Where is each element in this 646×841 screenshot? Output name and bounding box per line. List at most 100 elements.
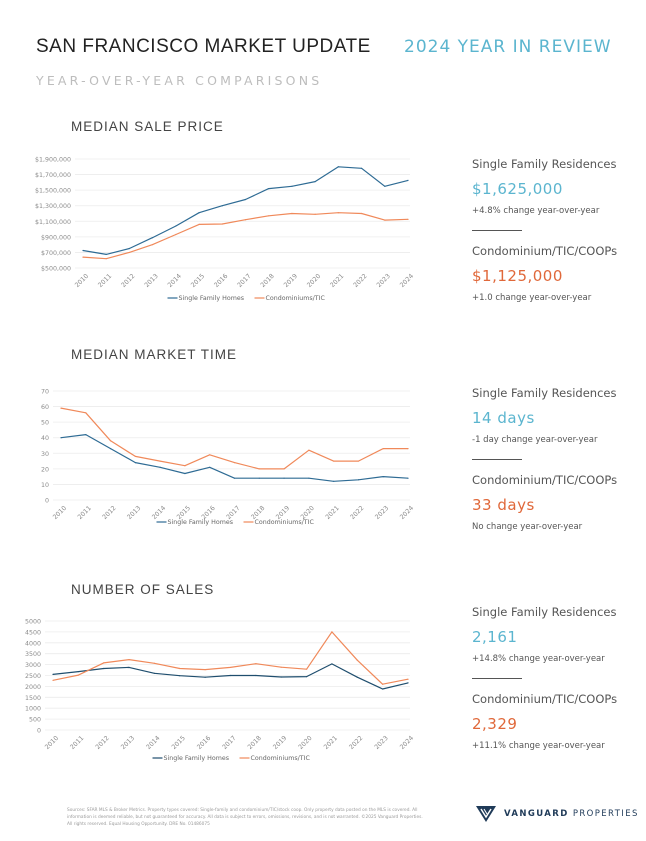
data-point xyxy=(198,212,200,214)
data-point xyxy=(244,198,247,201)
condo-change: +11.1% change year-over-year xyxy=(472,741,605,751)
data-point xyxy=(360,212,363,215)
y-tick-label: 40 xyxy=(41,435,49,442)
x-tick-label: 2015 xyxy=(190,273,206,289)
y-tick-label: 2500 xyxy=(25,673,41,680)
market-time-summary-panel: Single Family Residences 14 days -1 day … xyxy=(472,385,642,533)
data-point xyxy=(229,674,232,677)
data-point xyxy=(60,437,62,439)
data-point xyxy=(52,673,54,676)
data-point xyxy=(407,179,409,182)
data-point xyxy=(333,480,335,482)
data-point xyxy=(152,237,154,239)
data-point xyxy=(103,667,105,670)
section-title-sales: NUMBER OF SALES xyxy=(71,582,215,597)
data-point xyxy=(384,219,386,221)
data-point xyxy=(103,662,105,664)
divider xyxy=(472,230,522,231)
data-point xyxy=(308,477,310,479)
data-point xyxy=(128,666,130,669)
median-sale-price-chart: $500,000 $700,000 $900,000 $1,100,000 $1,300… xyxy=(35,157,415,303)
sfr-label: Single Family Residences xyxy=(472,157,617,171)
x-tick-label: 2013 xyxy=(143,273,159,289)
report-subtitle: 2024 YEAR IN REVIEW xyxy=(404,37,612,57)
y-tick-label: $900,000 xyxy=(41,234,71,241)
x-tick-label: 2020 xyxy=(297,735,313,751)
x-tick-label: 2011 xyxy=(97,273,113,289)
legend-label: Condominiums/TIC xyxy=(266,295,326,302)
sfr-value: 14 days xyxy=(472,409,535,427)
data-point xyxy=(407,678,409,680)
data-point xyxy=(268,215,270,217)
x-tick-label: 2023 xyxy=(373,735,389,751)
data-point xyxy=(280,676,282,678)
y-tick-label: 1000 xyxy=(25,706,41,713)
data-point xyxy=(382,688,384,690)
y-tick-label: 2000 xyxy=(25,684,41,691)
x-tick-label: 2024 xyxy=(399,505,415,521)
data-point xyxy=(384,185,386,187)
data-point xyxy=(134,455,136,457)
brand-logo[interactable]: VANGUARD PROPERTIES xyxy=(476,805,639,823)
data-point xyxy=(85,434,87,436)
condo-change: +1.0 change year-over-year xyxy=(472,293,592,303)
x-tick-label: 2019 xyxy=(272,735,288,751)
sfr-value: 2,161 xyxy=(472,628,518,646)
price-summary-panel: Single Family Residences $1,625,000 +4.8… xyxy=(472,156,642,304)
data-point xyxy=(198,223,200,225)
y-tick-label: 60 xyxy=(41,404,49,411)
y-tick-label: 0 xyxy=(45,498,49,505)
data-point xyxy=(82,256,84,258)
y-tick-label: $500,000 xyxy=(41,266,71,273)
y-tick-label: 70 xyxy=(41,389,49,396)
x-tick-label: 2024 xyxy=(399,735,415,751)
condo-value: 33 days xyxy=(472,496,535,514)
data-point xyxy=(331,663,333,665)
data-point xyxy=(152,244,154,246)
y-tick-label: $1,700,000 xyxy=(35,172,71,179)
data-point xyxy=(175,233,177,236)
sales-summary-panel: Single Family Residences 2,161 +14.8% ch… xyxy=(472,604,642,752)
x-tick-label: 2021 xyxy=(329,273,345,289)
data-point xyxy=(333,460,335,462)
data-point xyxy=(221,223,223,225)
data-point xyxy=(291,212,293,215)
data-point xyxy=(283,477,285,479)
x-tick-label: 2019 xyxy=(283,273,299,289)
data-point xyxy=(77,670,79,673)
data-point xyxy=(360,167,363,169)
report-tagline: YEAR-OVER-YEAR COMPARISONS xyxy=(36,73,323,88)
data-point xyxy=(305,668,308,670)
x-tick-label: 2022 xyxy=(348,735,364,751)
data-point xyxy=(179,667,181,670)
legend-label: Condominiums/TIC xyxy=(255,519,315,526)
data-point xyxy=(109,440,112,442)
data-point xyxy=(308,449,310,451)
x-tick-label: 2014 xyxy=(167,273,183,289)
data-point xyxy=(109,448,112,450)
legend-label: Single Family Homes xyxy=(168,519,234,526)
y-tick-label: 0 xyxy=(37,728,41,735)
data-point xyxy=(280,666,282,668)
data-point xyxy=(184,465,186,467)
series-line-condo xyxy=(60,407,408,470)
data-point xyxy=(258,477,260,479)
section-title-market-time: MEDIAN MARKET TIME xyxy=(71,347,238,362)
condo-label: Condominium/TIC/COOPs xyxy=(472,692,618,706)
data-point xyxy=(314,180,316,183)
divider xyxy=(472,459,522,460)
data-point xyxy=(85,412,87,414)
data-point xyxy=(305,675,308,678)
data-point xyxy=(52,679,54,681)
y-tick-label: $700,000 xyxy=(41,250,71,257)
divider xyxy=(472,678,522,679)
x-tick-label: 2024 xyxy=(399,273,415,289)
brand-name-light: PROPERTIES xyxy=(572,809,639,819)
x-tick-label: 2011 xyxy=(77,505,93,521)
data-point xyxy=(407,218,409,220)
y-tick-label: 500 xyxy=(29,717,41,724)
sfr-label: Single Family Residences xyxy=(472,605,617,619)
x-tick-label: 2012 xyxy=(101,505,117,521)
y-tick-label: $1,100,000 xyxy=(35,219,71,226)
data-point xyxy=(209,466,211,468)
